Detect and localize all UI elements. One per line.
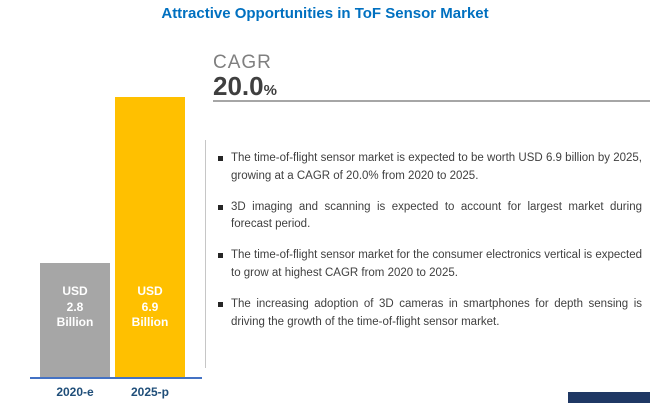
bar-2025-p: USD 6.9 Billion xyxy=(115,97,185,377)
x-axis-labels: 2020-e 2025-p xyxy=(40,385,186,399)
cagr-number: 20.0 xyxy=(213,71,264,101)
bullet-marker xyxy=(218,156,223,161)
bullet-marker xyxy=(218,204,223,210)
horizontal-divider xyxy=(213,100,650,102)
bullet-text: The increasing adoption of 3D cameras in… xyxy=(231,297,642,328)
insights-panel: The time-of-flight sensor market is expe… xyxy=(205,140,642,368)
bullet-item: 3D imaging and scanning is expected to a… xyxy=(218,199,642,235)
bullet-text: 3D imaging and scanning is expected to a… xyxy=(231,200,642,231)
bullet-text: The time-of-flight sensor market for the… xyxy=(231,249,642,280)
bar-2020-e: USD 2.8 Billion xyxy=(40,263,110,377)
bullet-marker xyxy=(218,253,223,259)
page-title: Attractive Opportunities in ToF Sensor M… xyxy=(161,5,489,22)
bar-value-label: USD 6.9 Billion xyxy=(131,284,169,330)
bullet-item: The time-of-flight sensor market for the… xyxy=(218,247,642,283)
x-axis-label: 2020-e xyxy=(56,385,94,399)
cagr-label: CAGR xyxy=(213,52,272,73)
bullet-list: The time-of-flight sensor market is expe… xyxy=(218,150,642,332)
bullet-text: The time-of-flight sensor market is expe… xyxy=(231,152,642,182)
bullet-item: The time-of-flight sensor market is expe… xyxy=(218,150,642,186)
x-axis-line xyxy=(30,377,202,379)
bar-value-label: USD 2.8 Billion xyxy=(56,284,94,330)
x-axis-label: 2025-p xyxy=(130,385,170,399)
brand-mark xyxy=(568,392,650,403)
cagr-percent-sign: % xyxy=(263,82,277,99)
bullet-item: The increasing adoption of 3D cameras in… xyxy=(218,296,642,332)
bar-chart: USD 2.8 Billion USD 6.9 Billion xyxy=(40,96,186,377)
cagr-value: 20.0% xyxy=(213,71,277,102)
bullet-marker xyxy=(218,301,223,307)
